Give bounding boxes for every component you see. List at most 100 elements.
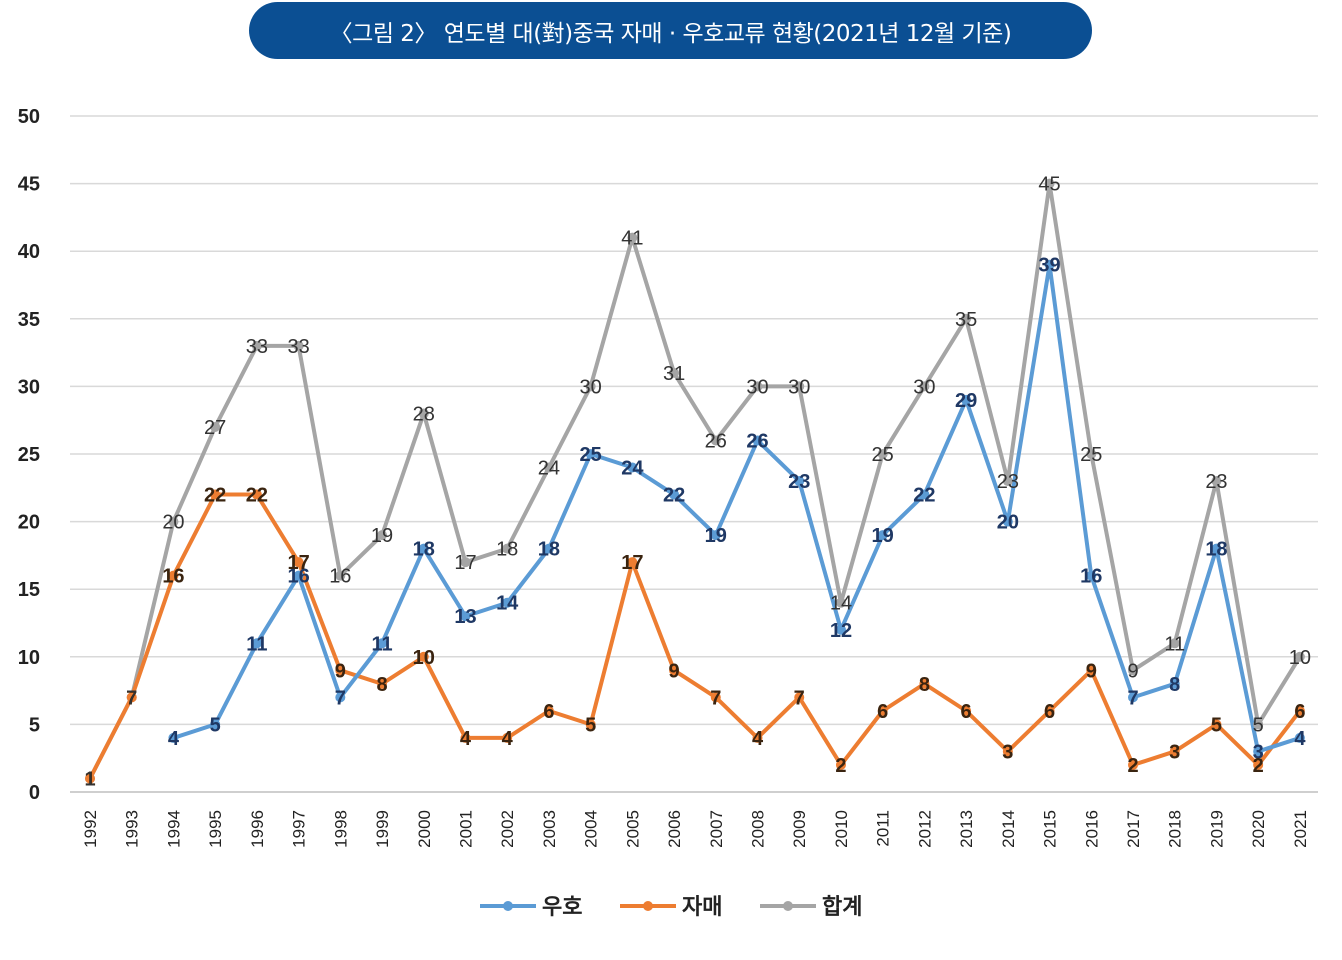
data-point	[669, 665, 680, 676]
data-label: 6	[1044, 701, 1055, 723]
data-point	[1128, 692, 1138, 703]
data-point	[1211, 719, 1222, 730]
x-tick-label: 2020	[1249, 810, 1268, 848]
chart-title-banner: 〈그림 2〉 연도별 대(對)중국 자매 · 우호교류 현황(2021년 12월…	[249, 2, 1092, 59]
data-point	[1169, 746, 1180, 757]
data-label: 4	[460, 728, 472, 750]
data-point	[85, 773, 95, 784]
data-point	[835, 597, 846, 608]
y-tick-label: 40	[18, 241, 40, 263]
data-point	[502, 597, 513, 608]
data-label: 6	[961, 701, 972, 723]
data-point	[752, 435, 763, 446]
x-tick-label: 1999	[373, 810, 392, 848]
data-label: 27	[204, 417, 226, 439]
data-point	[919, 678, 930, 689]
data-point	[669, 367, 680, 378]
data-point	[377, 678, 388, 689]
data-label: 7	[335, 687, 346, 709]
data-label: 14	[496, 593, 519, 615]
data-label: 8	[376, 674, 387, 696]
data-point	[1294, 651, 1305, 662]
y-tick-label: 35	[18, 309, 40, 331]
data-label: 2	[1127, 755, 1138, 777]
data-point	[335, 692, 346, 703]
data-labels: 4511167111813141825242219262312192229203…	[84, 174, 1311, 791]
data-point	[835, 759, 846, 770]
data-label: 30	[746, 376, 768, 398]
y-tick-label: 20	[18, 512, 40, 534]
series-lines	[88, 181, 1302, 780]
data-point	[418, 408, 429, 419]
data-label: 26	[705, 430, 727, 452]
data-label: 25	[1080, 444, 1102, 466]
data-point	[126, 692, 137, 703]
data-point	[919, 381, 930, 392]
y-tick-label: 50	[18, 106, 40, 128]
series-markers	[85, 178, 1305, 784]
y-tick-label: 10	[18, 647, 40, 669]
x-tick-label: 2004	[582, 810, 601, 848]
data-point	[543, 543, 554, 554]
x-tick-label: 2011	[874, 810, 893, 847]
data-label: 14	[830, 593, 852, 615]
data-label: 18	[496, 539, 518, 561]
data-point	[669, 489, 680, 500]
data-point	[627, 557, 638, 568]
x-tick-label: 1998	[331, 810, 350, 848]
data-label: 3	[1002, 741, 1013, 763]
data-label: 11	[371, 633, 392, 655]
data-point	[752, 381, 763, 392]
data-label: 5	[1211, 714, 1222, 736]
data-label: 7	[126, 687, 137, 709]
data-point	[794, 692, 805, 703]
x-tick-label: 2019	[1207, 810, 1226, 848]
legend-marker	[783, 901, 793, 911]
data-point	[418, 543, 429, 554]
data-label: 33	[287, 336, 309, 358]
data-point	[710, 435, 721, 446]
data-label: 17	[287, 552, 309, 574]
legend-label: 자매	[682, 895, 722, 920]
data-point	[1086, 449, 1097, 459]
data-point	[1211, 543, 1222, 554]
x-tick-label: 2021	[1291, 810, 1310, 848]
data-label: 22	[663, 485, 685, 507]
data-point	[543, 462, 554, 473]
series-line-우호	[172, 262, 1301, 754]
data-point	[1253, 759, 1264, 770]
data-point	[1253, 746, 1264, 757]
data-label: 24	[621, 458, 644, 480]
data-point	[585, 449, 596, 459]
data-label: 26	[746, 430, 768, 452]
data-label: 19	[705, 525, 727, 547]
data-label: 7	[710, 687, 721, 709]
data-point	[752, 732, 763, 743]
x-tick-label: 1992	[81, 810, 100, 848]
data-point	[377, 638, 388, 649]
data-label: 28	[413, 403, 435, 425]
data-point	[251, 340, 262, 351]
data-label: 18	[1205, 539, 1227, 561]
data-label: 3	[1169, 741, 1180, 763]
data-label: 31	[663, 363, 685, 385]
data-point	[251, 638, 262, 649]
y-tick-label: 0	[29, 782, 40, 804]
data-point	[1253, 719, 1264, 730]
data-label: 11	[1164, 633, 1185, 655]
data-label: 39	[1038, 255, 1060, 277]
gridlines	[70, 115, 1318, 793]
data-label: 30	[913, 376, 935, 398]
x-tick-label: 2001	[456, 810, 475, 848]
x-tick-label: 2003	[540, 810, 559, 848]
data-point	[710, 530, 721, 541]
x-tick-label: 2012	[915, 810, 934, 848]
data-point	[1044, 178, 1055, 189]
data-label: 12	[830, 620, 852, 642]
x-tick-label: 2015	[1041, 810, 1060, 848]
data-label: 22	[246, 485, 268, 507]
data-label: 16	[1080, 566, 1102, 588]
data-point	[293, 557, 304, 568]
data-point	[961, 313, 972, 324]
